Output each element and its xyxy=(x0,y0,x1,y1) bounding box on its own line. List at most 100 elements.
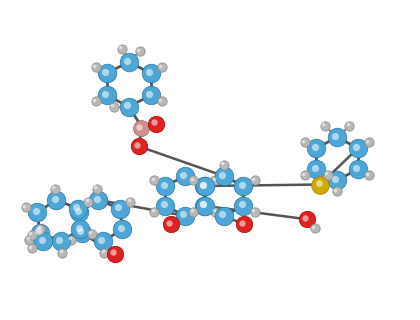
Point xyxy=(181,173,188,179)
Point xyxy=(104,71,110,76)
Point xyxy=(317,182,324,187)
Point xyxy=(332,176,339,181)
Point xyxy=(210,176,217,181)
Point xyxy=(199,202,206,207)
Point xyxy=(302,140,308,145)
Point xyxy=(73,204,79,210)
Point xyxy=(118,46,125,51)
Point xyxy=(83,198,90,203)
Point xyxy=(34,210,41,215)
Point xyxy=(313,146,320,151)
Point xyxy=(200,182,206,187)
Point xyxy=(21,204,27,209)
Point xyxy=(166,220,173,225)
Point xyxy=(302,215,309,220)
Point xyxy=(334,135,341,140)
Point xyxy=(116,44,123,50)
Point xyxy=(109,103,116,108)
Point xyxy=(66,236,73,241)
Point xyxy=(200,202,206,207)
Point xyxy=(116,206,123,211)
Point xyxy=(302,172,308,178)
Point xyxy=(134,142,141,148)
Point xyxy=(334,189,341,194)
Point xyxy=(219,212,226,217)
Text: alamy - 2JCRN20: alamy - 2JCRN20 xyxy=(158,302,262,315)
Point xyxy=(344,122,351,127)
Point xyxy=(158,65,165,70)
Point xyxy=(354,167,361,172)
Point xyxy=(98,237,105,243)
Point xyxy=(353,165,360,171)
Point xyxy=(136,144,142,149)
Point xyxy=(201,203,207,208)
Point xyxy=(313,167,320,172)
Point xyxy=(199,182,206,187)
Point xyxy=(26,237,33,242)
Point xyxy=(92,99,99,104)
Point xyxy=(323,171,330,176)
Point xyxy=(35,225,42,230)
Point xyxy=(220,162,227,167)
Point xyxy=(157,63,163,68)
Point xyxy=(79,230,85,236)
Point xyxy=(56,237,63,243)
Point xyxy=(210,207,217,212)
Point xyxy=(94,186,100,191)
Point xyxy=(157,97,163,102)
Point xyxy=(151,119,158,124)
Point xyxy=(219,161,226,166)
Point xyxy=(110,250,116,255)
Point xyxy=(102,92,109,97)
Point xyxy=(27,230,34,236)
Point xyxy=(147,93,154,98)
Point xyxy=(29,232,35,237)
Point xyxy=(104,93,110,98)
Point xyxy=(151,209,158,214)
Point xyxy=(136,124,143,130)
Point xyxy=(24,236,31,241)
Point xyxy=(59,250,66,255)
Point xyxy=(201,183,207,188)
Point xyxy=(190,178,197,183)
Point xyxy=(32,208,39,213)
Point xyxy=(311,226,318,231)
Point xyxy=(321,124,328,129)
Point xyxy=(149,176,156,181)
Point xyxy=(126,60,132,65)
Point xyxy=(249,207,256,212)
Point xyxy=(77,227,84,232)
Point xyxy=(35,229,42,234)
Point xyxy=(315,180,322,186)
Point xyxy=(53,197,60,203)
Point xyxy=(251,178,258,183)
Point xyxy=(311,165,318,171)
Point xyxy=(74,208,81,213)
Point xyxy=(364,171,371,176)
Point xyxy=(95,197,102,203)
Point xyxy=(77,229,84,234)
Point xyxy=(189,176,195,181)
Point xyxy=(146,69,152,74)
Point xyxy=(212,209,219,214)
Point xyxy=(117,225,124,230)
Point xyxy=(91,63,97,68)
Point xyxy=(158,99,165,104)
Point xyxy=(37,230,43,236)
Point xyxy=(29,246,35,251)
Point xyxy=(332,188,339,193)
Point xyxy=(127,199,134,204)
Point xyxy=(91,97,97,102)
Point xyxy=(162,183,169,188)
Point xyxy=(251,209,258,214)
Point xyxy=(27,244,34,250)
Point xyxy=(219,172,226,177)
Point xyxy=(320,122,326,127)
Point xyxy=(151,178,158,183)
Point xyxy=(101,250,108,255)
Point xyxy=(110,104,117,109)
Point xyxy=(136,49,143,54)
Point xyxy=(124,58,131,63)
Point xyxy=(93,196,100,201)
Point xyxy=(366,140,373,145)
